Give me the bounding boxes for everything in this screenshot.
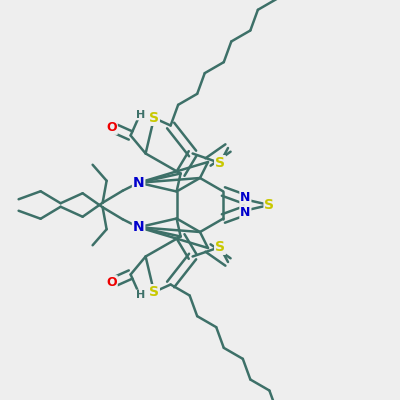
- Text: H: H: [136, 290, 145, 300]
- Text: O: O: [106, 276, 117, 289]
- Text: S: S: [215, 156, 225, 170]
- Text: S: S: [149, 285, 159, 299]
- Text: N: N: [133, 176, 144, 190]
- Text: N: N: [240, 206, 250, 219]
- Text: N: N: [133, 220, 144, 234]
- Text: H: H: [136, 110, 145, 120]
- Text: S: S: [215, 240, 225, 254]
- Text: O: O: [106, 121, 117, 134]
- Text: S: S: [149, 111, 159, 125]
- Text: S: S: [264, 198, 274, 212]
- Text: N: N: [240, 191, 250, 204]
